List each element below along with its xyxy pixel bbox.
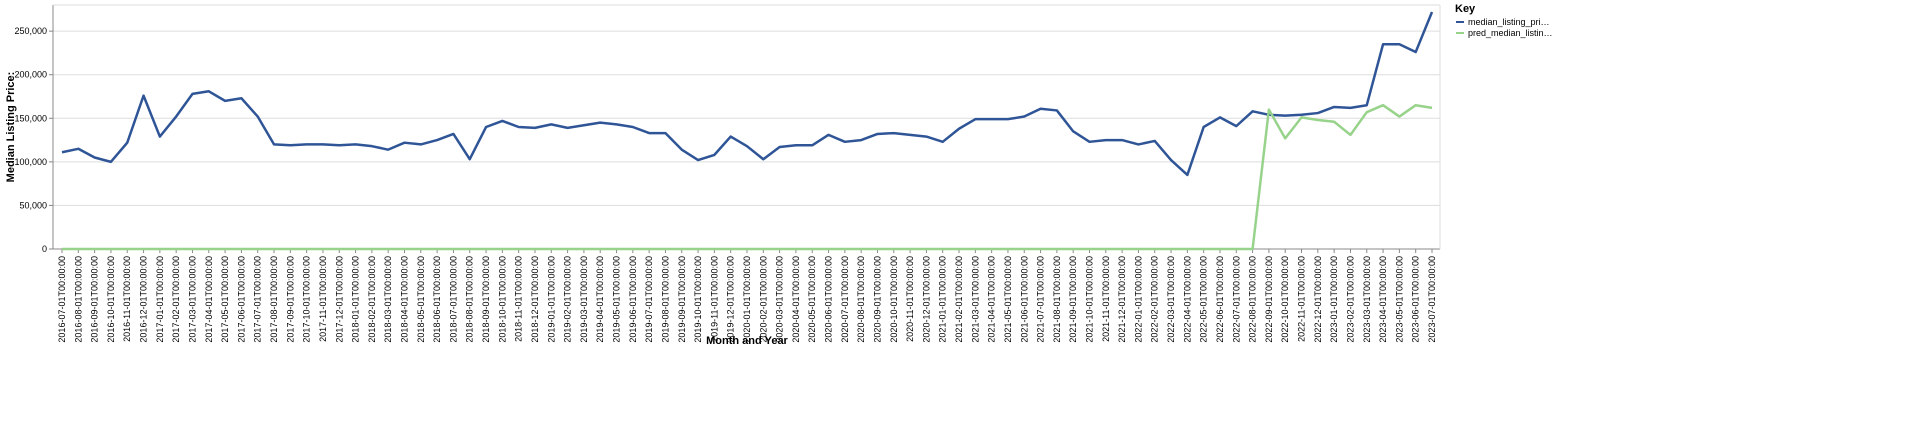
x-tick-label: 2023-03-01T00:00:00: [1362, 256, 1372, 343]
x-tick-label: 2019-08-01T00:00:00: [660, 256, 670, 343]
x-tick-label: 2021-05-01T00:00:00: [1003, 256, 1013, 343]
x-tick-label: 2019-04-01T00:00:00: [595, 256, 605, 343]
x-tick-label: 2017-06-01T00:00:00: [236, 256, 246, 343]
x-tick-label: 2020-06-01T00:00:00: [824, 256, 834, 343]
x-tick-label: 2017-07-01T00:00:00: [253, 256, 263, 343]
x-tick-label: 2019-05-01T00:00:00: [612, 256, 622, 343]
x-tick-label: 2018-02-01T00:00:00: [367, 256, 377, 343]
y-tick-label: 100,000: [14, 157, 47, 167]
x-tick-label: 2018-10-01T00:00:00: [497, 256, 507, 343]
x-tick-label: 2016-12-01T00:00:00: [139, 256, 149, 343]
y-tick-label: 0: [42, 244, 47, 254]
x-tick-label: 2020-08-01T00:00:00: [856, 256, 866, 343]
x-tick-label: 2016-10-01T00:00:00: [106, 256, 116, 343]
x-tick-label: 2020-11-01T00:00:00: [905, 256, 915, 342]
x-tick-label: 2023-01-01T00:00:00: [1329, 256, 1339, 343]
x-tick-label: 2018-03-01T00:00:00: [383, 256, 393, 343]
x-tick-label: 2018-09-01T00:00:00: [481, 256, 491, 343]
x-tick-label: 2022-05-01T00:00:00: [1199, 256, 1209, 343]
x-tick-label: 2020-09-01T00:00:00: [872, 256, 882, 343]
x-tick-label: 2022-11-01T00:00:00: [1297, 256, 1307, 342]
x-tick-label: 2018-08-01T00:00:00: [465, 256, 475, 343]
x-tick-label: 2022-10-01T00:00:00: [1280, 256, 1290, 343]
x-tick-label: 2019-09-01T00:00:00: [677, 256, 687, 343]
x-tick-label: 2020-01-01T00:00:00: [742, 256, 752, 343]
x-tick-label: 2017-10-01T00:00:00: [302, 256, 312, 343]
y-tick-label: 150,000: [14, 113, 47, 123]
x-tick-label: 2023-06-01T00:00:00: [1411, 256, 1421, 343]
x-tick-label: 2022-01-01T00:00:00: [1133, 256, 1143, 343]
x-tick-label: 2018-07-01T00:00:00: [448, 256, 458, 343]
x-tick-label: 2018-12-01T00:00:00: [530, 256, 540, 343]
x-tick-label: 2020-02-01T00:00:00: [758, 256, 768, 343]
x-tick-label: 2017-02-01T00:00:00: [171, 256, 181, 343]
x-tick-label: 2021-06-01T00:00:00: [1019, 256, 1029, 343]
x-tick-label: 2020-10-01T00:00:00: [889, 256, 899, 343]
y-tick-label: 250,000: [14, 26, 47, 36]
x-tick-label: 2022-04-01T00:00:00: [1182, 256, 1192, 343]
x-tick-label: 2021-03-01T00:00:00: [970, 256, 980, 343]
x-tick-label: 2017-09-01T00:00:00: [285, 256, 295, 343]
x-tick-label: 2017-05-01T00:00:00: [220, 256, 230, 343]
x-tick-label: 2019-12-01T00:00:00: [726, 256, 736, 343]
x-tick-label: 2017-04-01T00:00:00: [204, 256, 214, 343]
x-tick-label: 2021-08-01T00:00:00: [1052, 256, 1062, 343]
legend-label: pred_median_listin…: [1468, 28, 1553, 38]
x-tick-label: 2022-06-01T00:00:00: [1215, 256, 1225, 343]
x-tick-label: 2018-11-01T00:00:00: [514, 256, 524, 342]
x-tick-label: 2021-12-01T00:00:00: [1117, 256, 1127, 343]
x-tick-label: 2023-05-01T00:00:00: [1394, 256, 1404, 343]
x-tick-label: 2021-04-01T00:00:00: [987, 256, 997, 343]
x-tick-label: 2019-03-01T00:00:00: [579, 256, 589, 343]
x-tick-label: 2021-07-01T00:00:00: [1036, 256, 1046, 343]
x-tick-label: 2017-01-01T00:00:00: [155, 256, 165, 343]
x-tick-label: 2016-07-01T00:00:00: [57, 256, 67, 343]
x-tick-label: 2020-05-01T00:00:00: [807, 256, 817, 343]
x-tick-label: 2018-06-01T00:00:00: [432, 256, 442, 343]
x-tick-label: 2020-03-01T00:00:00: [775, 256, 785, 343]
x-tick-label: 2021-01-01T00:00:00: [938, 256, 948, 343]
x-tick-label: 2022-09-01T00:00:00: [1264, 256, 1274, 343]
x-tick-label: 2021-09-01T00:00:00: [1068, 256, 1078, 343]
legend-title: Key: [1455, 3, 1476, 15]
x-tick-label: 2019-11-01T00:00:00: [709, 256, 719, 342]
y-tick-label: 50,000: [19, 200, 47, 210]
x-tick-label: 2019-10-01T00:00:00: [693, 256, 703, 343]
x-tick-label: 2021-11-01T00:00:00: [1101, 256, 1111, 342]
x-tick-label: 2020-04-01T00:00:00: [791, 256, 801, 343]
x-tick-label: 2022-03-01T00:00:00: [1166, 256, 1176, 343]
line: [62, 103, 1433, 251]
x-tick-label: 2023-02-01T00:00:00: [1345, 256, 1355, 343]
x-tick-label: 2019-02-01T00:00:00: [563, 256, 573, 343]
x-tick-label: 2018-01-01T00:00:00: [351, 256, 361, 343]
x-tick-label: 2017-12-01T00:00:00: [334, 256, 344, 343]
x-tick-label: 2021-02-01T00:00:00: [954, 256, 964, 343]
x-tick-label: 2017-03-01T00:00:00: [187, 256, 197, 343]
x-tick-label: 2016-09-01T00:00:00: [90, 256, 100, 343]
x-tick-label: 2022-08-01T00:00:00: [1248, 256, 1258, 343]
y-tick-label: 200,000: [14, 70, 47, 80]
x-tick-label: 2020-07-01T00:00:00: [840, 256, 850, 343]
x-tick-label: 2023-04-01T00:00:00: [1378, 256, 1388, 343]
x-tick-label: 2022-02-01T00:00:00: [1150, 256, 1160, 343]
x-tick-label: 2017-08-01T00:00:00: [269, 256, 279, 343]
x-tick-label: 2017-11-01T00:00:00: [318, 256, 328, 342]
x-tick-label: 2019-07-01T00:00:00: [644, 256, 654, 343]
y-axis-title: Median Listing Price:: [5, 72, 17, 183]
x-tick-label: 2016-11-01T00:00:00: [122, 256, 132, 342]
legend-label: median_listing_pri…: [1468, 17, 1550, 27]
x-tick-label: 2022-12-01T00:00:00: [1313, 256, 1323, 343]
x-tick-label: 2018-04-01T00:00:00: [400, 256, 410, 343]
x-tick-label: 2018-05-01T00:00:00: [416, 256, 426, 343]
x-tick-label: 2020-12-01T00:00:00: [921, 256, 931, 343]
x-tick-label: 2019-01-01T00:00:00: [546, 256, 556, 343]
line: [61, 11, 1434, 177]
x-axis-title: Month and Year: [706, 335, 788, 347]
x-tick-label: 2023-07-01T00:00:00: [1427, 256, 1437, 343]
x-tick-label: 2019-06-01T00:00:00: [628, 256, 638, 343]
x-tick-label: 2022-07-01T00:00:00: [1231, 256, 1241, 343]
x-tick-label: 2021-10-01T00:00:00: [1085, 256, 1095, 343]
x-tick-label: 2016-08-01T00:00:00: [73, 256, 83, 343]
